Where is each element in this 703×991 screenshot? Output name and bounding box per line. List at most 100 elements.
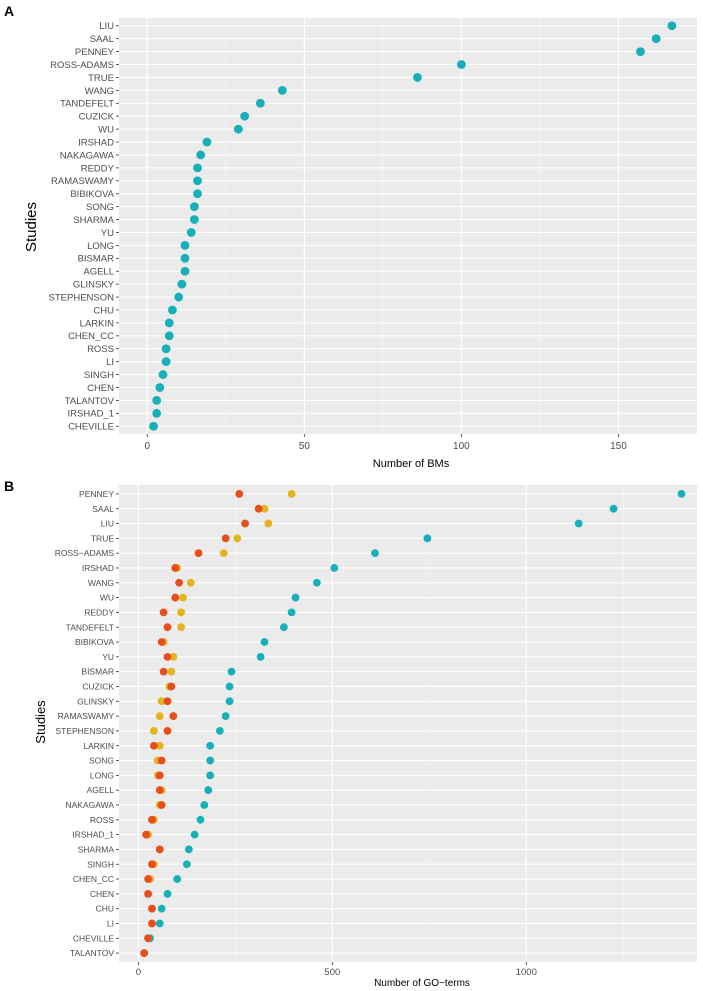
panel-b-y-tick-label: NAKAGAWA [66, 800, 115, 810]
panel-b-point-series-2-ramaswamy [155, 712, 164, 720]
panel-a-point-BMs-reddy [193, 163, 202, 173]
panel-b-y-tick-label: SONG [89, 756, 114, 766]
panel-a-y-tick-label: LONG [87, 241, 114, 252]
panel-a-point-BMs-singh [158, 370, 168, 379]
panel-b-point-series-3-ramaswamy [169, 712, 178, 720]
panel-b-point-series-2-saal [260, 504, 269, 513]
panel-b-y-tick-label: LI [107, 919, 114, 929]
panel-b-point-series-3-talantov [140, 949, 149, 958]
panel-b-point-series-1-cuzick [225, 682, 234, 691]
panel-b-point-series-3-song [157, 756, 166, 765]
panel-b-y-tick-label: REDDY [84, 607, 114, 617]
panel-b-point-series-1-reddy [287, 608, 296, 617]
panel-b-y-tick-label: GLINSKY [77, 696, 114, 706]
panel-b-point-series-2-true [233, 534, 242, 543]
panel-b-point-series-2-stephenson [150, 727, 158, 735]
panel-b-point-series-3-irshad_1 [142, 830, 151, 839]
panel-b-point-series-2-penney [287, 489, 296, 498]
panel-a-y-tick-label: SONG [86, 202, 114, 213]
panel-b-point-series-2-yu [169, 652, 178, 661]
panel-a-y-tick-label: CHEVILLE [68, 422, 114, 433]
panel-b-point-series-1-stephenson [215, 727, 224, 735]
panel-b-point-series-1-song [206, 756, 215, 765]
panel-b-point-series-3-cheville [144, 934, 152, 943]
panel-b-y-axis-title: Studies [33, 700, 48, 744]
panel-b-point-series-3-ross−adams [194, 549, 203, 558]
panel-b-y-tick-label: LIU [101, 519, 114, 529]
panel-a-y-tick-label: STEPHENSON [49, 292, 115, 303]
panel-a-y-tick-label: BISMAR [78, 254, 115, 265]
panel-a-point-BMs-irshad_1 [152, 408, 162, 418]
panel-a-point-BMs-irshad [202, 137, 212, 147]
panel-b-point-series-1-li [155, 919, 164, 928]
panel-a-x-tick-label: 50 [299, 441, 311, 452]
panel-b-point-series-2-glinsky [157, 697, 166, 706]
panel-b-point-series-3-li [148, 919, 156, 928]
panel-a-y-tick-label: ROSS [87, 344, 114, 355]
panel-b-y-tick-label: CHEVILLE [73, 933, 114, 943]
panel-b-y-tick-label: CHEN [90, 889, 114, 899]
panel-b-y-tick-label: AGELL [87, 785, 115, 795]
panel-b-point-series-1-glinsky [225, 697, 234, 706]
panel-b-y-tick-label: CHEN_CC [73, 874, 114, 884]
panel-a-y-tick-label: CHU [93, 305, 114, 316]
panel-a-y-tick-label: YU [101, 228, 114, 239]
panel-a-y-tick-label: LIU [99, 21, 114, 32]
panel-a-point-BMs-yu [186, 228, 196, 237]
panel-b-y-tick-label: SAAL [92, 504, 114, 514]
panel-b-point-series-1-agell [204, 786, 213, 795]
panel-a-point-BMs-glinsky [177, 279, 187, 289]
panel-b-point-series-1-larkin [206, 741, 215, 750]
panel-b-point-series-1-tandefelt [279, 623, 288, 632]
panel-b-y-tick-label: TRUE [91, 533, 114, 543]
panel-a-point-BMs-true [413, 73, 422, 82]
panel-b-point-series-3-liu [241, 519, 249, 528]
panel-a-x-axis-title: Number of BMs [373, 458, 450, 470]
panel-b-y-tick-label: YU [102, 652, 114, 662]
panel-a-point-BMs-penney [636, 47, 645, 56]
panel-b-point-series-1-yu [256, 652, 265, 661]
panel-a-point-BMs-talantov [152, 396, 162, 405]
panel-b-point-series-1-irshad_1 [190, 830, 199, 839]
panel-b-y-tick-label: SINGH [87, 859, 114, 869]
panel-b-point-series-2-wang [186, 578, 195, 587]
panel-b-point-series-3-cuzick [167, 682, 176, 691]
panel-b-y-tick-label: RAMASWAMY [58, 711, 115, 721]
panel-b-y-tick-label: CUZICK [82, 682, 114, 692]
panel-b-point-series-2-reddy [177, 608, 185, 617]
panel-b-point-series-3-ross [148, 815, 156, 824]
panel-b-point-series-1-bibikova [260, 638, 269, 646]
panel-a-point-BMs-chen [155, 383, 165, 392]
panel-b-point-series-1-wang [312, 578, 321, 587]
panel-b-point-series-3-chen_cc [144, 875, 152, 883]
panel-b-point-series-1-chen_cc [173, 875, 182, 883]
panel-b-y-tick-label: PENNEY [79, 489, 114, 499]
panel-b-point-series-1-ross [196, 815, 205, 824]
panel-b-point-series-3-singh [148, 860, 156, 869]
panel-b-point-series-3-saal [254, 504, 263, 513]
panel-b-point-series-2-ross−adams [219, 549, 228, 558]
panel-b-point-series-1-sharma [184, 845, 193, 854]
panel-b-point-series-3-yu [163, 652, 172, 661]
panel-a-point-BMs-cheville [149, 421, 158, 431]
panel-a-y-tick-label: CHEN_CC [68, 331, 114, 342]
panel-b-y-tick-label: IRSHAD [82, 563, 114, 573]
panel-b-point-series-1-wu [291, 593, 300, 602]
panel-a-y-tick-label: NAKAGAWA [60, 150, 115, 161]
panel-a-y-tick-label: CHEN [87, 383, 114, 394]
panel-a-y-tick-label: LI [106, 357, 114, 368]
panel-b-point-series-2-liu [264, 519, 273, 528]
panel-b-point-series-1-true [423, 534, 432, 543]
panel-b-y-tick-label: TANDEFELT [66, 622, 114, 632]
panel-a-y-tick-label: WU [98, 125, 114, 136]
panel-b-point-series-3-long [155, 771, 164, 780]
panel-a-y-tick-label: IRSHAD_1 [68, 409, 114, 420]
panel-b-point-series-3-larkin [150, 741, 158, 750]
panel-b-point-series-3-wang [175, 578, 184, 587]
panel-a-point-BMs-agell [180, 266, 190, 276]
panel-b-x-axis-title: Number of GO−terms [374, 978, 470, 989]
panel-b-point-series-3-penney [235, 489, 244, 498]
panel-a-y-tick-label: CUZICK [79, 112, 115, 123]
panel-b-y-tick-label: WU [100, 593, 114, 603]
panel-b-x-tick-label: 1000 [516, 967, 537, 978]
